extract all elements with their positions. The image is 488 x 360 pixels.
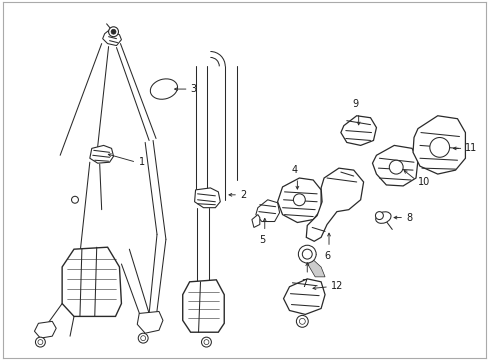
Text: 11: 11 [465, 143, 477, 153]
Text: 1: 1 [139, 157, 145, 167]
Circle shape [375, 212, 383, 220]
Polygon shape [340, 116, 376, 145]
Polygon shape [255, 200, 279, 221]
Ellipse shape [375, 212, 390, 223]
Polygon shape [34, 321, 56, 338]
Circle shape [429, 138, 448, 157]
Text: 6: 6 [324, 251, 329, 261]
Circle shape [108, 27, 118, 37]
Polygon shape [90, 145, 113, 163]
Text: 4: 4 [291, 165, 297, 175]
Text: 5: 5 [259, 235, 265, 246]
Circle shape [299, 318, 305, 324]
Circle shape [71, 196, 78, 203]
Text: 8: 8 [405, 212, 411, 222]
Polygon shape [372, 145, 417, 186]
Polygon shape [251, 215, 259, 228]
Circle shape [141, 336, 145, 341]
Text: 10: 10 [417, 177, 429, 187]
Polygon shape [137, 311, 163, 333]
Circle shape [35, 337, 45, 347]
Circle shape [388, 160, 402, 174]
Circle shape [201, 337, 211, 347]
Polygon shape [183, 280, 224, 332]
Circle shape [302, 249, 311, 259]
Circle shape [38, 339, 43, 345]
Circle shape [293, 194, 305, 206]
Text: 3: 3 [190, 84, 196, 94]
Ellipse shape [150, 79, 177, 99]
Text: 2: 2 [240, 190, 246, 200]
Text: 7: 7 [301, 279, 307, 289]
Circle shape [203, 339, 208, 345]
Polygon shape [102, 30, 121, 46]
Polygon shape [305, 168, 363, 241]
Text: 12: 12 [330, 281, 343, 291]
Circle shape [111, 29, 116, 34]
Text: 9: 9 [352, 99, 358, 109]
Circle shape [138, 333, 148, 343]
Circle shape [296, 315, 307, 327]
Polygon shape [307, 257, 325, 277]
Polygon shape [194, 188, 220, 208]
Circle shape [298, 245, 316, 263]
Polygon shape [412, 116, 465, 174]
Polygon shape [283, 279, 325, 314]
Polygon shape [62, 247, 121, 316]
Polygon shape [277, 178, 321, 222]
